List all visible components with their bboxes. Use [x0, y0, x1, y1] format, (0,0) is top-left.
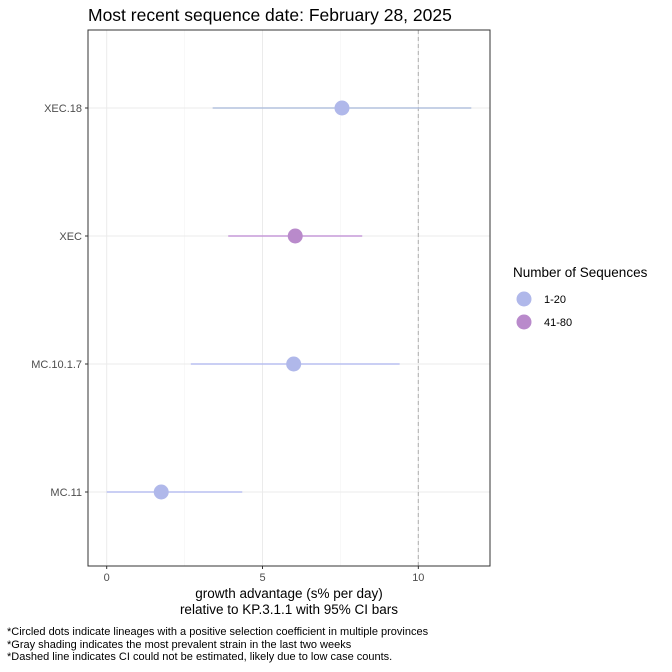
- y-tick-label: MC.10.1.7: [31, 359, 82, 371]
- y-tick-label: MC.11: [50, 487, 82, 499]
- point-XEC.18: [334, 100, 350, 116]
- plot-border: [87, 29, 491, 567]
- y-tick-label: XEC: [59, 231, 82, 243]
- legend: Number of Sequences 1-20 41-80: [513, 265, 648, 330]
- footnote-2: *Gray shading indicates the most prevale…: [7, 638, 352, 651]
- legend-key-41-80: [516, 314, 532, 330]
- legend-label: 1-20: [544, 294, 566, 306]
- y-axis-ticks: XEC.18 XEC MC.10.1.7 MC.11: [31, 103, 88, 499]
- x-axis-label-line2: relative to KP.3.1.1 with 95% CI bars: [180, 602, 398, 617]
- point-XEC: [287, 228, 303, 244]
- x-tick-label: 5: [259, 572, 265, 584]
- footnote-1: *Circled dots indicate lineages with a p…: [7, 626, 429, 638]
- y-tick-label: XEC.18: [44, 103, 82, 115]
- legend-title: Number of Sequences: [513, 265, 648, 280]
- plot-panel: [88, 30, 490, 566]
- x-tick-label: 10: [412, 572, 424, 584]
- chart-title: Most recent sequence date: February 28, …: [88, 5, 452, 25]
- legend-entries: 1-20 41-80: [516, 291, 572, 330]
- x-tick-label: 0: [104, 572, 110, 584]
- footnotes: *Circled dots indicate lineages with a p…: [7, 626, 428, 664]
- legend-label: 41-80: [544, 317, 572, 329]
- x-axis-label-line1: growth advantage (s% per day): [195, 586, 383, 601]
- x-axis-ticks: 0 5 10: [104, 566, 424, 584]
- point-MC.11: [153, 484, 169, 500]
- footnote-3: *Dashed line indicates CI could not be e…: [7, 651, 393, 663]
- data-points: [153, 100, 350, 500]
- point-MC.10.1.7: [286, 356, 302, 372]
- legend-key-1-20: [516, 291, 532, 307]
- chart: Most recent sequence date: February 28, …: [31, 5, 648, 617]
